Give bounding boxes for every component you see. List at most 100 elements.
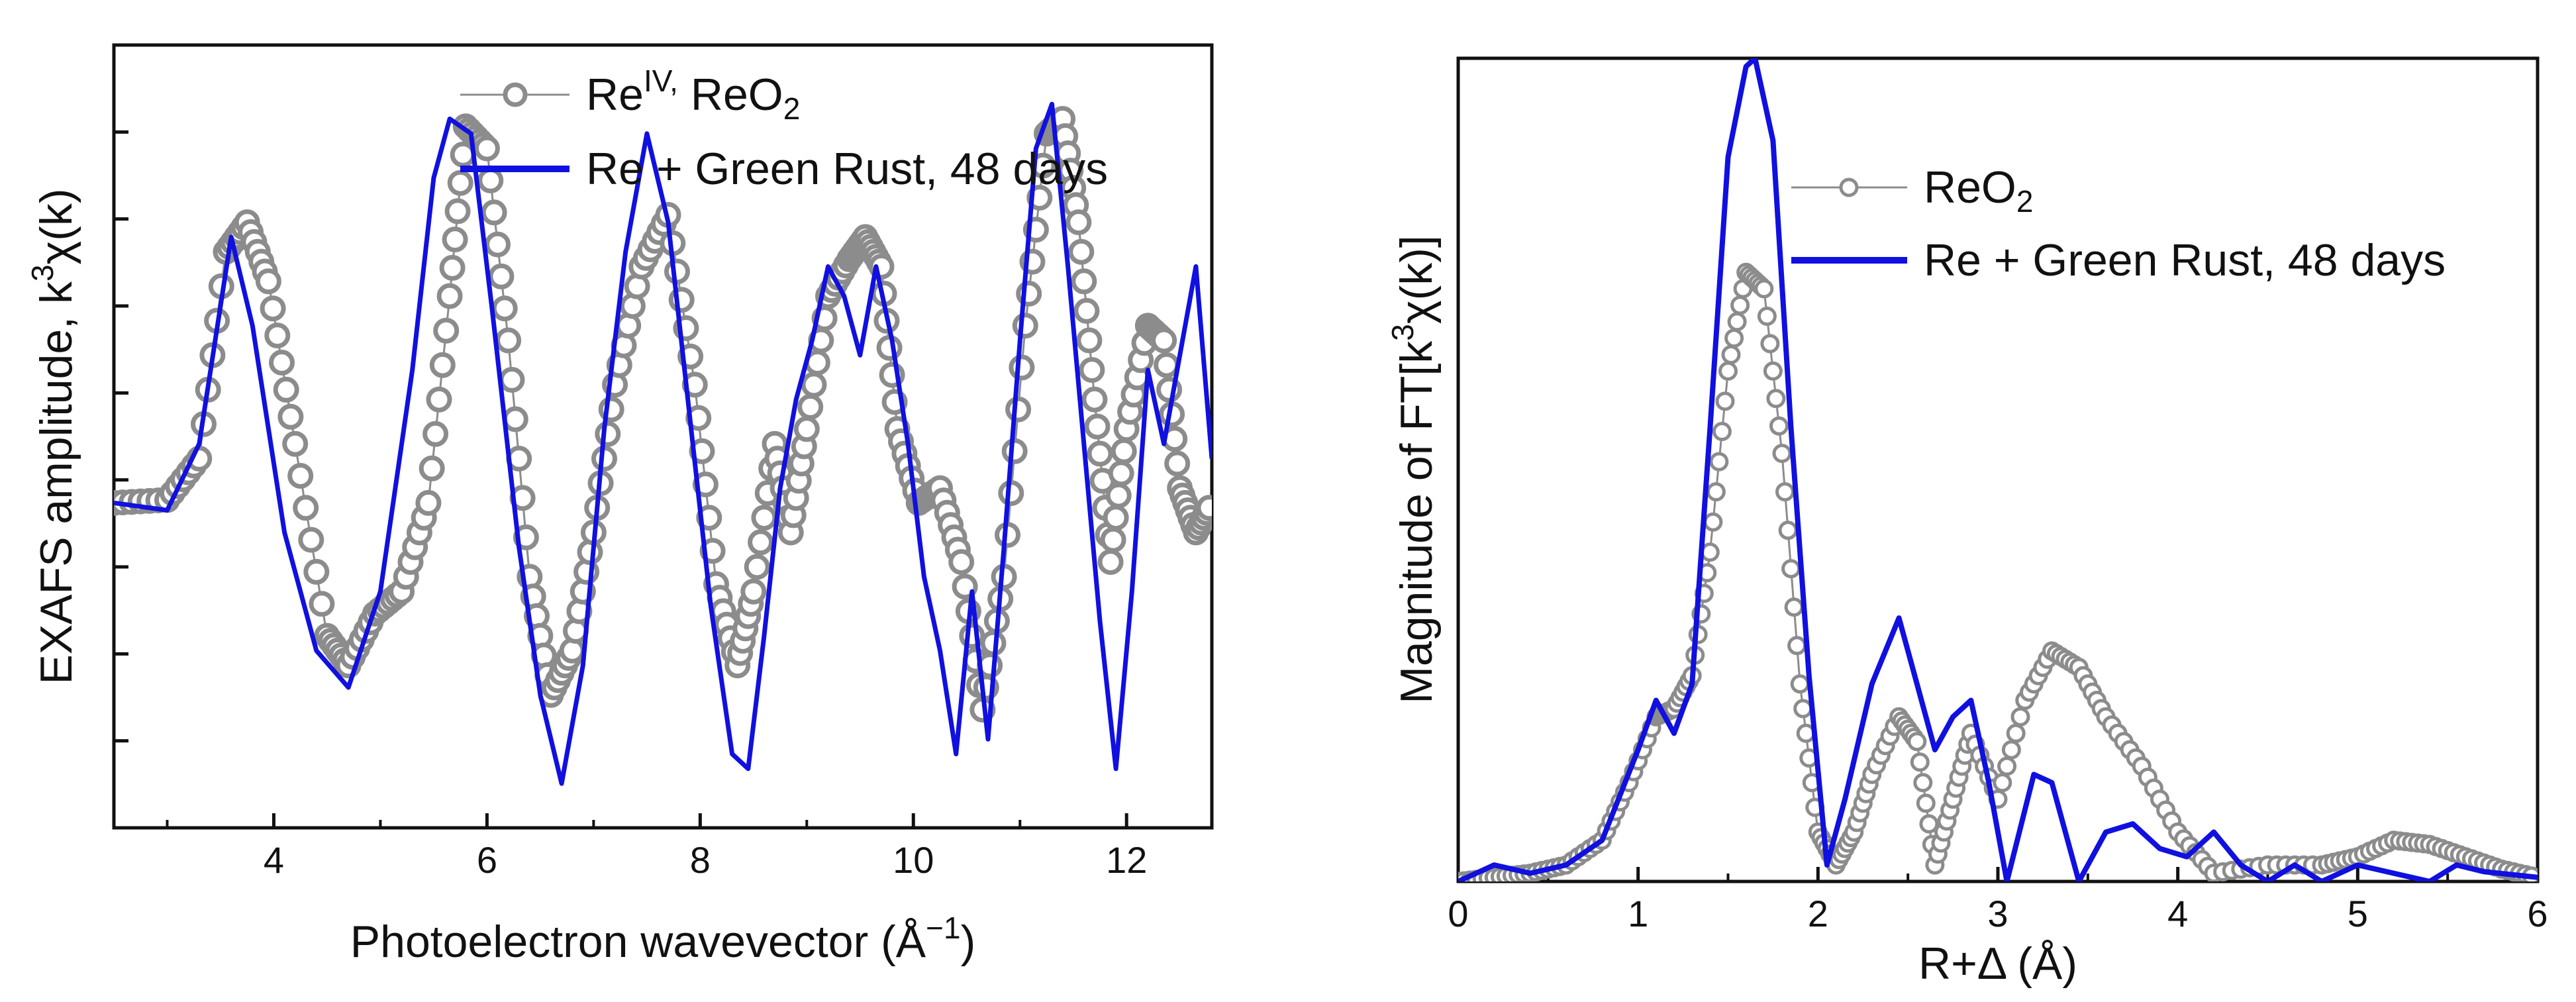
exafs-reference-point <box>1097 549 1124 576</box>
exafs-reference-point <box>1151 327 1177 354</box>
exafs-reference-point <box>1079 357 1105 383</box>
exafs-reference-point <box>744 554 770 580</box>
exafs-reference-point <box>1073 297 1100 324</box>
exafs-sample-line <box>114 101 1212 786</box>
exafs-reference-point <box>260 295 286 322</box>
ft-reference-point <box>1763 361 1783 381</box>
ft-legend-ref-marker <box>1839 177 1859 197</box>
exafs-reference-point <box>1105 482 1132 509</box>
exafs-reference-point <box>447 170 473 196</box>
exafs-reference-point <box>282 430 309 457</box>
exafs-reference-point <box>740 578 767 605</box>
exafs-reference-point <box>748 529 774 556</box>
exafs-axis-ticks: 4 6 8 10 12 <box>114 130 1147 881</box>
ft-reference-point <box>1709 452 1729 472</box>
exafs-reference-point <box>442 226 468 253</box>
exafs-reference-point <box>664 258 690 285</box>
exafs-reference-point <box>1154 352 1180 378</box>
ft-reference-point <box>1703 512 1723 532</box>
exafs-reference-point <box>1065 209 1092 236</box>
ft-reference-point <box>1787 636 1807 656</box>
ft-axis-ticks: 0 1 2 3 4 5 6 <box>1448 867 2548 934</box>
ft-reference-point <box>1730 295 1750 315</box>
exafs-reference-point <box>797 393 824 420</box>
exafs-reference-point <box>1103 505 1129 531</box>
exafs-reference-point <box>1012 313 1038 339</box>
ft-legend: ReO2 Re + Green Rust, 48 days <box>1791 162 2446 285</box>
exafs-chart: 4 6 8 10 12 Photoelectron wavevector (Å−1) E… <box>25 43 1214 967</box>
exafs-x-tick-label: 4 <box>264 839 284 881</box>
exafs-reference-point <box>477 167 504 193</box>
ft-reference-point <box>1760 334 1780 354</box>
exafs-reference-point <box>1071 268 1097 295</box>
exafs-reference-point <box>436 283 463 309</box>
ft-reference-point <box>1775 482 1795 502</box>
exafs-reference-point <box>287 463 314 489</box>
exafs-reference-point <box>1084 413 1111 440</box>
ft-reference-point <box>1772 444 1792 464</box>
ft-x-tick-label: 1 <box>1628 893 1648 934</box>
ft-reference-point <box>1712 422 1732 441</box>
exafs-x-tick-label: 8 <box>690 839 711 881</box>
exafs-reference-point <box>495 327 522 354</box>
exafs-reference-point <box>298 526 324 553</box>
ft-x-axis-label: R+Δ (Å) <box>1918 938 2077 989</box>
exafs-reference-point <box>444 198 471 225</box>
exafs-reference-point <box>793 416 820 442</box>
exafs-reference-point <box>293 495 319 521</box>
exafs-x-tick-label: 12 <box>1106 839 1147 881</box>
exafs-reference-point <box>595 421 621 447</box>
ft-reference-point <box>1790 674 1810 694</box>
exafs-reference-point <box>751 505 777 531</box>
ft-x-tick-label: 3 <box>1987 893 2008 934</box>
exafs-reference-point <box>499 367 525 393</box>
exafs-reference-point <box>1081 386 1108 413</box>
exafs-reference-point <box>303 558 330 585</box>
exafs-reference-point <box>419 455 445 481</box>
ft-reference-point <box>1997 756 2017 776</box>
ft-reference-point <box>1718 361 1738 381</box>
ft-reference-point <box>1919 814 1939 834</box>
exafs-reference-point <box>277 403 304 430</box>
ft-y-axis-label: Magnitude of FT[k3χ(k)] <box>1385 235 1442 704</box>
exafs-reference-point <box>1001 438 1028 464</box>
exafs-x-axis-label: Photoelectron wavevector (Å−1) <box>350 911 975 967</box>
ft-reference-point <box>2010 707 2030 726</box>
exafs-legend-sample-label: Re + Green Rust, 48 days <box>586 144 1108 194</box>
ft-reference-point <box>1727 312 1747 332</box>
exafs-reference-point <box>273 376 299 403</box>
exafs-reference-point <box>692 472 718 497</box>
exafs-legend-ref-marker <box>503 82 528 107</box>
exafs-reference-point <box>1108 460 1134 487</box>
ft-reference-point <box>2001 740 2021 760</box>
exafs-reference-point <box>876 334 903 361</box>
exafs-reference-point <box>1009 354 1035 381</box>
exafs-x-tick-label: 6 <box>477 839 497 881</box>
exafs-reference-point <box>481 199 507 226</box>
ft-x-tick-label: 4 <box>2167 893 2188 934</box>
exafs-reference-point <box>1100 526 1126 553</box>
exafs-reference-point <box>473 135 500 162</box>
exafs-reference-point <box>1068 238 1095 265</box>
ft-legend-ref-label: ReO2 <box>1924 162 2033 219</box>
ft-reference-point <box>1700 542 1720 562</box>
exafs-reference-point <box>1196 495 1212 521</box>
ft-reference-point <box>1781 559 1801 579</box>
ft-x-tick-label: 0 <box>1448 893 1468 934</box>
ft-legend-sample-label: Re + Green Rust, 48 days <box>1924 235 2446 285</box>
ft-reference-point <box>1784 597 1804 617</box>
exafs-reference-point <box>415 489 442 516</box>
ft-reference-point <box>1910 752 1930 772</box>
ft-reference-point <box>1715 391 1735 411</box>
exafs-reference-point <box>429 352 456 378</box>
ft-x-tick-label: 2 <box>1808 893 1828 934</box>
exafs-legend: ReIV, ReO2 Re + Green Rust, 48 days <box>460 64 1108 194</box>
ft-reference-point <box>2006 723 2026 743</box>
ft-reference-point <box>1913 773 1933 793</box>
exafs-reference-point <box>422 421 449 447</box>
exafs-reference-point <box>426 386 452 413</box>
exafs-reference-point <box>269 350 295 376</box>
exafs-reference-point <box>502 406 528 432</box>
